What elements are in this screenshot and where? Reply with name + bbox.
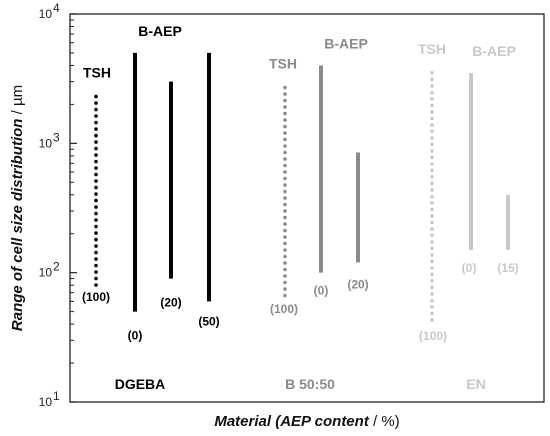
y-axis-title: Range of cell size distribution / µm xyxy=(9,85,26,331)
group-b-50-50: B 50:50 TSH B-AEP (100) (0) (20) xyxy=(269,35,369,392)
range-value-label: (20) xyxy=(347,277,368,291)
range-value-label: (0) xyxy=(314,284,329,298)
y-tick-exponent: 3 xyxy=(53,130,60,144)
y-tick-mantissa: 10 xyxy=(39,266,53,280)
y-tick-mantissa: 10 xyxy=(39,395,53,409)
y-tick-label: 10 xyxy=(39,7,53,21)
tsh-label: TSH xyxy=(83,65,111,81)
range-value-label: (0) xyxy=(128,329,143,343)
tsh-label: TSH xyxy=(269,56,297,72)
range-value-label: (100) xyxy=(270,302,298,316)
y-tick-exponent: 4 xyxy=(53,1,60,15)
x-category-label: DGEBA xyxy=(115,376,166,392)
x-category-label: EN xyxy=(466,376,485,392)
b-aep-label: B-AEP xyxy=(324,35,368,51)
y-tick-label: 10 xyxy=(39,136,53,150)
y-tick-mantissa: 10 xyxy=(39,136,53,150)
group-en: EN TSH B-AEP (100) (0) (15) xyxy=(418,41,519,392)
range-value-label: (100) xyxy=(82,290,110,304)
range-value-label: (100) xyxy=(419,329,447,343)
y-tick-label: 10 xyxy=(39,266,53,280)
x-axis-title: Material (AEP content / %) xyxy=(214,413,399,430)
range-value-label: (50) xyxy=(198,314,219,328)
x-category-label: B 50:50 xyxy=(285,376,335,392)
b-aep-label: B-AEP xyxy=(472,43,516,59)
y-tick-exponent: 1 xyxy=(53,389,60,403)
group-dgeba: DGEBA TSH B-AEP (100) (0) (20) (50) xyxy=(82,23,220,392)
tsh-label: TSH xyxy=(418,41,446,57)
range-value-label: (15) xyxy=(497,261,518,275)
b-aep-label: B-AEP xyxy=(138,23,182,39)
range-value-label: (20) xyxy=(160,296,181,310)
y-tick-exponent: 2 xyxy=(53,260,60,274)
y-tick-label: 10 xyxy=(39,395,53,409)
plot-frame xyxy=(69,13,545,403)
range-value-label: (0) xyxy=(462,261,477,275)
y-tick-mantissa: 10 xyxy=(39,7,53,21)
